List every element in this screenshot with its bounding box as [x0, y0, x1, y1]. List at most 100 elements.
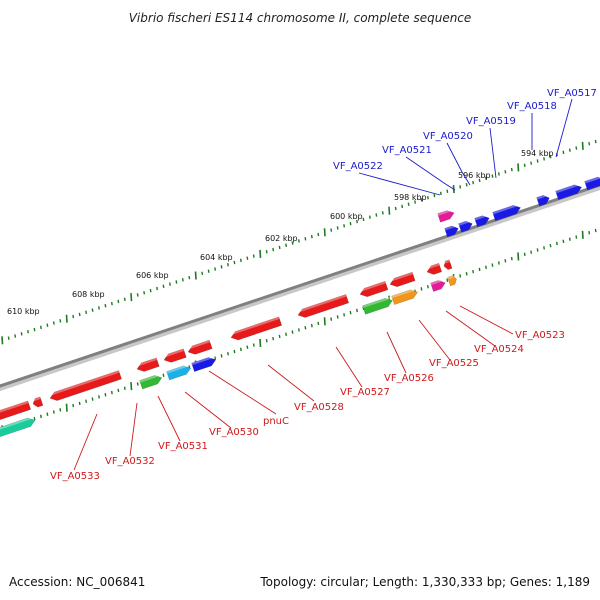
- outer-scale-tick: [285, 243, 287, 247]
- leader-vf-a0520: [446, 142, 471, 186]
- outer-scale-tick: [349, 221, 352, 226]
- leader-vf-a0519: [489, 127, 497, 179]
- inner-scale-tick: [485, 265, 487, 269]
- gene-vf-a0523-body: [443, 259, 453, 270]
- gene-features: [0, 175, 600, 444]
- inner-scale-tick: [517, 252, 520, 261]
- inner-scale-tick: [478, 267, 481, 272]
- inner-scale-tick: [581, 230, 584, 239]
- leader-vf-a0530: [184, 391, 232, 429]
- inner-scale-tick: [136, 382, 139, 386]
- gene-vf-a0524-body: [426, 262, 443, 275]
- gene-label-vf-a0521: VF_A0521: [382, 145, 432, 156]
- inner-scale-tick: [594, 228, 597, 233]
- outer-scale-tick: [343, 224, 346, 228]
- gene-orange-shine: [391, 287, 417, 299]
- outer-scale-tick: [549, 154, 552, 159]
- outer-scale-tick: [214, 267, 217, 271]
- inner-scale-tick: [504, 259, 507, 263]
- gene-vf-a0523: [442, 259, 453, 270]
- gene-vf-a0532-body: [49, 370, 122, 401]
- gene-vf-a0517: [555, 182, 583, 200]
- outer-scale-tick: [310, 234, 313, 239]
- outer-scale-tick: [362, 217, 365, 222]
- outer-scale-tick: [72, 314, 75, 319]
- gene-orange: [391, 287, 419, 305]
- gene-vf-a0524: [425, 262, 443, 275]
- leader-vf-a0521: [405, 156, 456, 191]
- outer-scale-tick: [104, 304, 107, 308]
- outer-scale-tick: [123, 297, 126, 301]
- inner-scale-tick: [427, 285, 429, 289]
- gene-green-left: [139, 373, 163, 390]
- inner-scale-tick: [472, 269, 475, 274]
- inner-scale-tick: [588, 230, 591, 235]
- outer-scale-tick: [259, 249, 262, 258]
- outer-scale-tick: [201, 271, 204, 276]
- scale-label-598: 598 kbp: [394, 193, 427, 202]
- leader-vf-a0522: [358, 172, 441, 196]
- inner-scale-tick: [46, 412, 49, 416]
- leader-vf-a0528: [267, 364, 315, 402]
- outer-scale-tick: [136, 293, 139, 297]
- inner-scale-tick: [549, 243, 552, 248]
- outer-scale-tick: [181, 278, 184, 282]
- gene-vf-a0522: [444, 224, 459, 238]
- outer-scale-tick: [317, 232, 320, 237]
- gene-pnuc: [186, 339, 213, 355]
- outer-scale-tick: [207, 269, 210, 273]
- outer-scale-tick: [156, 286, 158, 291]
- inner-scale-tick: [52, 410, 55, 414]
- inner-scale-tick: [575, 235, 578, 239]
- outer-scale-tick: [523, 163, 526, 168]
- gene-small-red-body: [32, 396, 44, 408]
- inner-scale-tick: [446, 278, 449, 282]
- leader-vf-a0517: [555, 98, 573, 158]
- inner-scale-tick: [259, 338, 262, 347]
- gene-vf-a0531: [135, 357, 160, 372]
- outer-scale-tick: [485, 176, 487, 180]
- gene-small-red-shine: [31, 396, 41, 402]
- outer-scale-tick: [27, 329, 29, 334]
- outer-scale-tick: [336, 226, 339, 230]
- leader-vf-a0527: [335, 346, 363, 388]
- gene-label-vf-a0530: VF_A0530: [209, 427, 259, 438]
- leader-vf-a0526: [386, 331, 407, 374]
- inner-scale-tick: [330, 317, 333, 321]
- gene-orange-small-body: [447, 275, 457, 287]
- gene-label-vf-a0533: VF_A0533: [50, 471, 100, 482]
- inner-scale-tick: [85, 399, 88, 403]
- gene-labels: VF_A0517 VF_A0518 VF_A0519 VF_A0520 VF_A…: [50, 88, 597, 482]
- outer-scale-tick: [536, 159, 539, 163]
- gene-vf-a0525-body: [389, 271, 416, 287]
- scale-label-606: 606 kbp: [136, 271, 169, 280]
- gene-vf-a0527-body: [297, 294, 350, 318]
- outer-scale-tick: [446, 189, 449, 193]
- outer-scale-tick: [33, 327, 36, 332]
- outer-scale-tick: [407, 202, 410, 206]
- outer-scale-tick: [562, 150, 565, 155]
- inner-scale-tick: [556, 241, 558, 246]
- outer-scale-tick: [439, 191, 442, 196]
- inner-scale-tick: [510, 256, 513, 261]
- inner-scale-tick: [91, 397, 94, 401]
- map-title: Vibrio fischeri ES114 chromosome II, com…: [129, 11, 472, 25]
- outer-scale-tick: [543, 157, 545, 161]
- outer-scale-tick: [433, 193, 436, 198]
- outer-scale-tick: [497, 172, 500, 176]
- gene-teal: [0, 416, 36, 444]
- outer-scale-tick: [575, 146, 578, 150]
- outer-scale-tick: [65, 314, 68, 323]
- gene-vf-a0532: [48, 370, 122, 401]
- gene-vf-a0520-body: [474, 215, 490, 228]
- inner-scale-tick: [562, 239, 565, 244]
- outer-scale-tick: [330, 228, 333, 232]
- gene-magenta-upper-shine: [437, 208, 454, 216]
- gene-teal-shine: [0, 416, 35, 437]
- inner-scale-tick: [33, 416, 36, 421]
- inner-scale-tick: [104, 393, 107, 397]
- gene-vf-a0520-shine: [474, 213, 489, 221]
- outer-scale-tick: [388, 206, 391, 215]
- outer-scale-tick: [59, 319, 62, 323]
- gene-vf-a0517-body: [555, 184, 583, 200]
